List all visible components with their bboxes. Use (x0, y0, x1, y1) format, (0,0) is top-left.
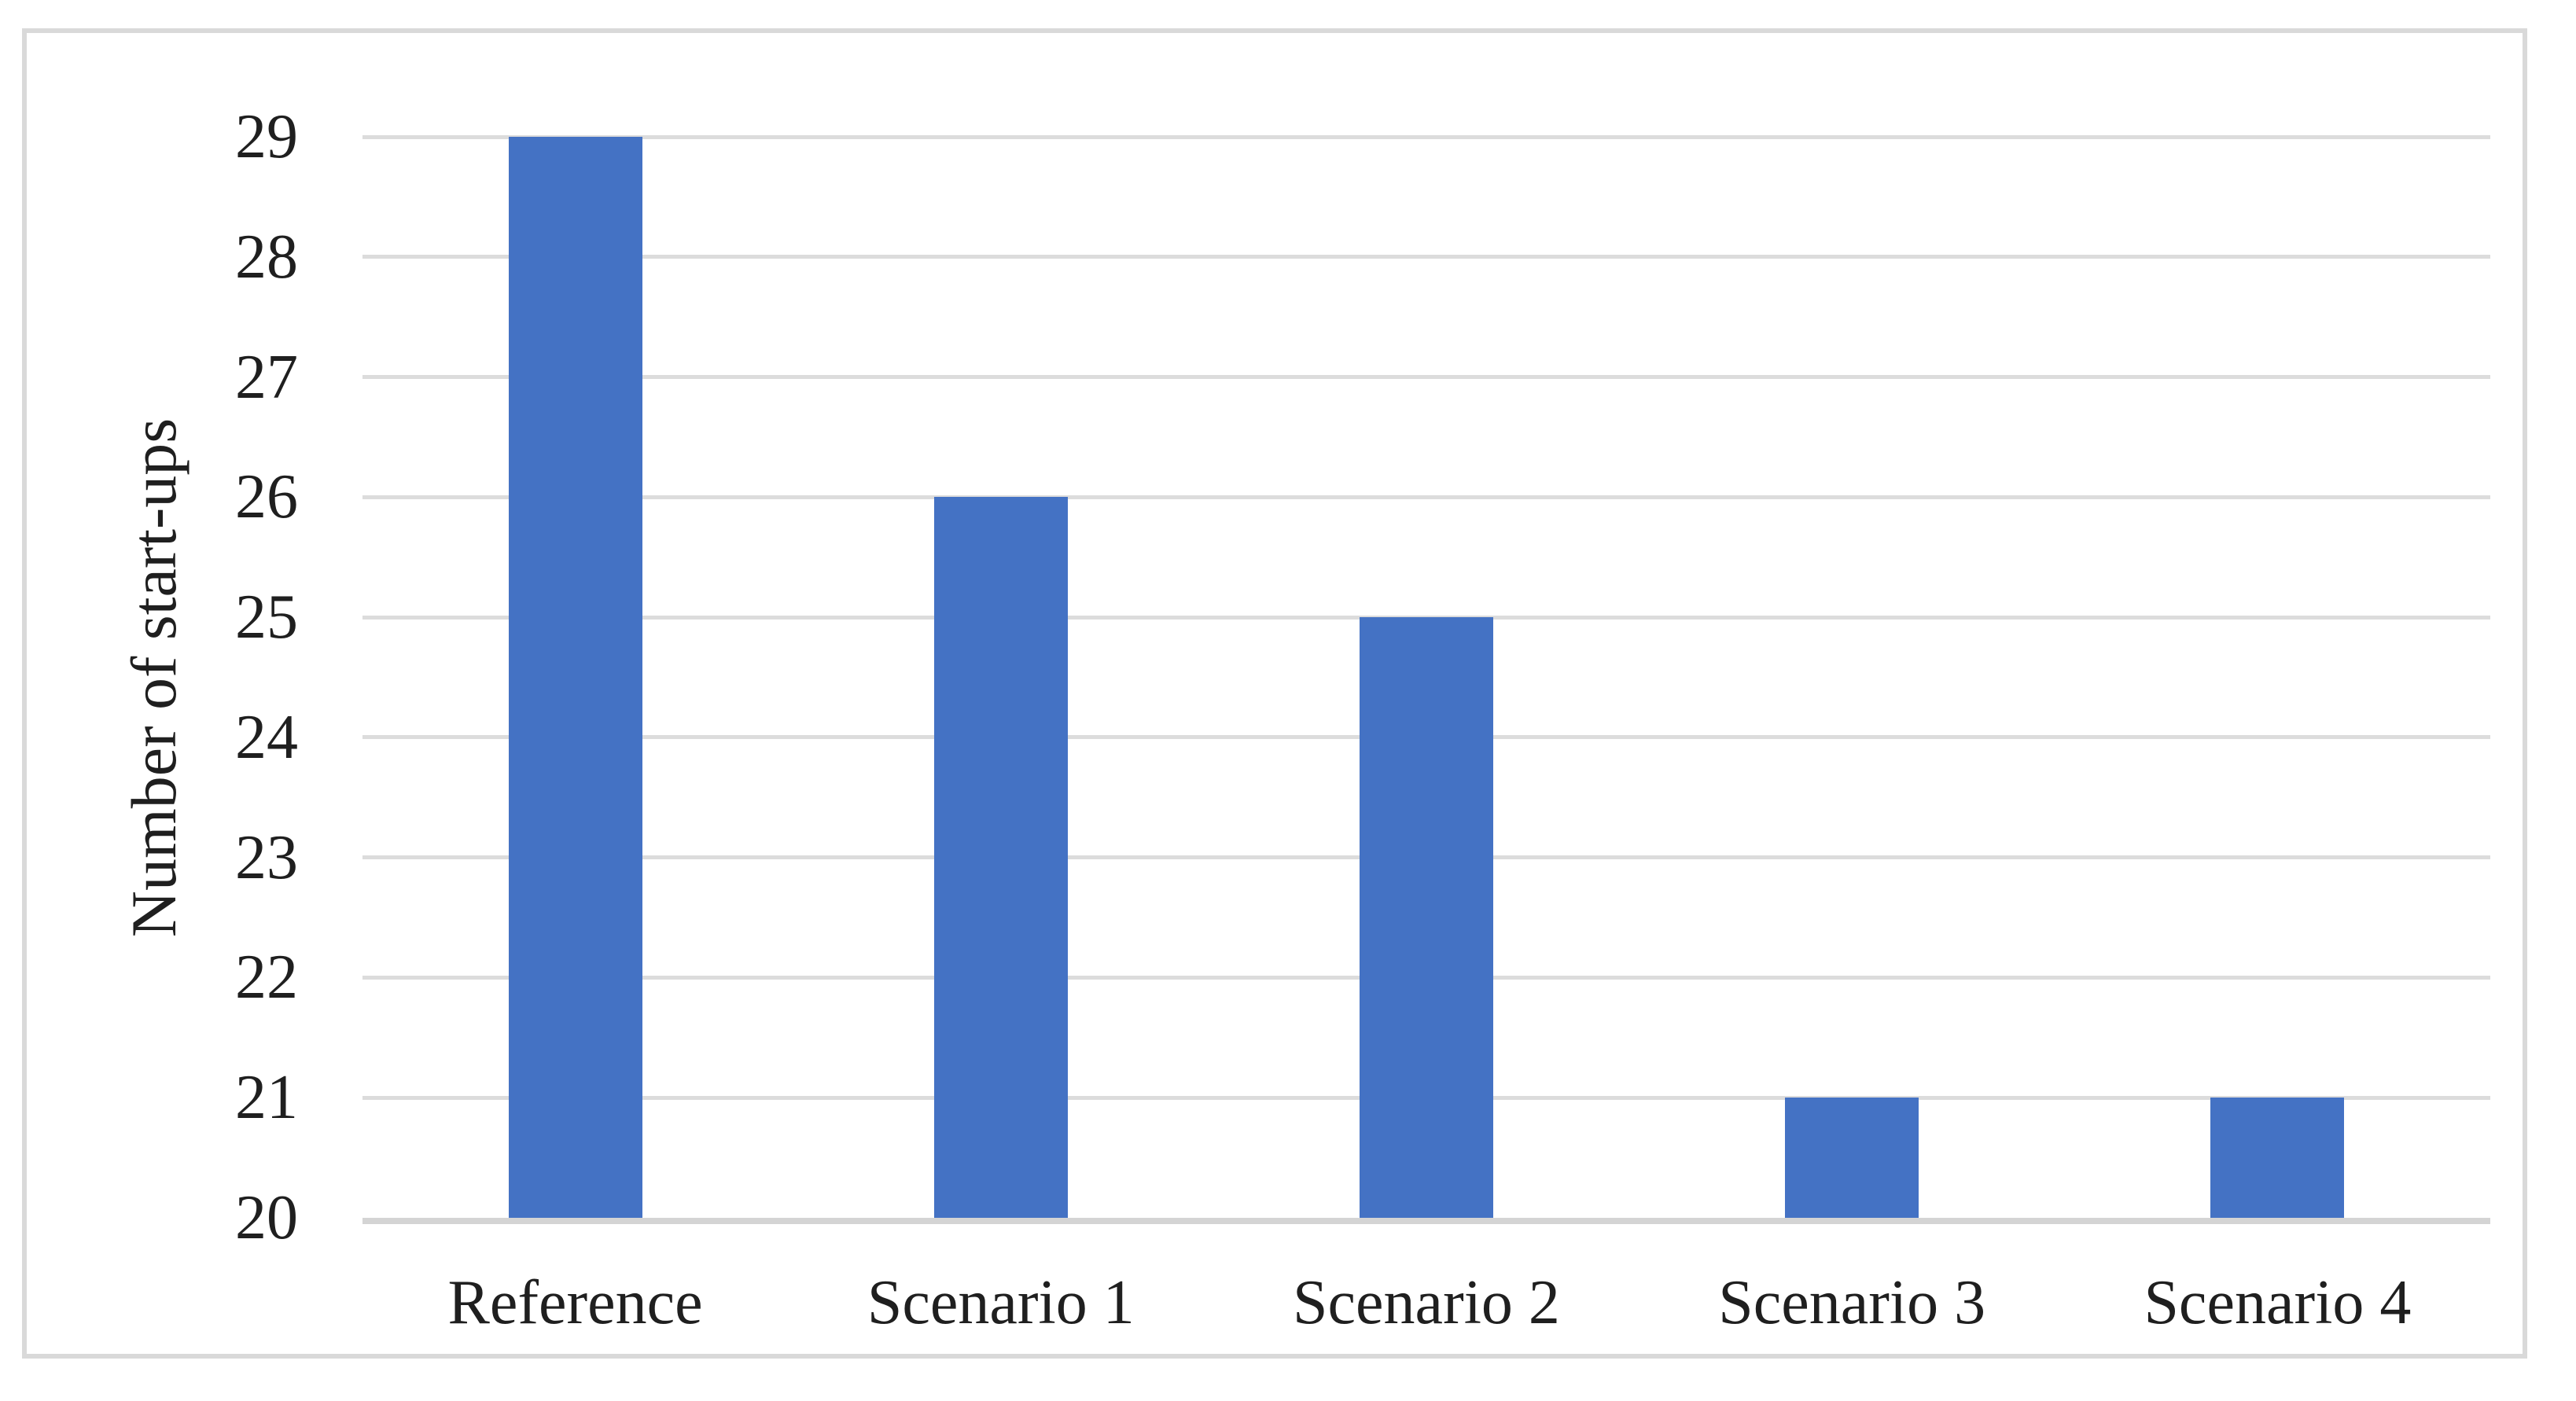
y-tick-label-22: 22 (235, 943, 298, 1013)
y-tick-label-27: 27 (235, 342, 298, 412)
y-tick-label-24: 24 (235, 702, 298, 772)
bar-scenario-4 (2210, 1098, 2345, 1218)
bar-scenario-3 (1785, 1098, 1919, 1218)
plot-area (362, 134, 2490, 1224)
bar-scenario-1 (933, 497, 1068, 1218)
bar-reference (508, 137, 642, 1218)
y-tick-label-25: 25 (235, 583, 298, 653)
x-category-label-scenario-3: Scenario 3 (1718, 1268, 1986, 1337)
gridline-26 (362, 495, 2490, 499)
chart-frame: Number of start-ups 20 21 22 23 24 25 26 27 28 29… (22, 28, 2527, 1359)
x-axis-line (362, 1218, 2490, 1224)
y-tick-label-29: 29 (235, 102, 298, 171)
y-tick-label-28: 28 (235, 222, 298, 292)
bar-scenario-2 (1360, 617, 1493, 1218)
y-tick-label-21: 21 (235, 1063, 298, 1133)
x-category-label-reference: Reference (447, 1268, 703, 1337)
x-category-label-scenario-4: Scenario 4 (2144, 1268, 2412, 1337)
gridline-29 (362, 134, 2490, 139)
gridline-28 (362, 255, 2490, 259)
x-category-label-scenario-1: Scenario 1 (867, 1268, 1135, 1337)
y-tick-label-26: 26 (235, 462, 298, 532)
x-category-label-scenario-2: Scenario 2 (1293, 1268, 1560, 1337)
gridline-27 (362, 375, 2490, 380)
y-tick-label-20: 20 (235, 1183, 298, 1252)
y-tick-label-23: 23 (235, 822, 298, 892)
